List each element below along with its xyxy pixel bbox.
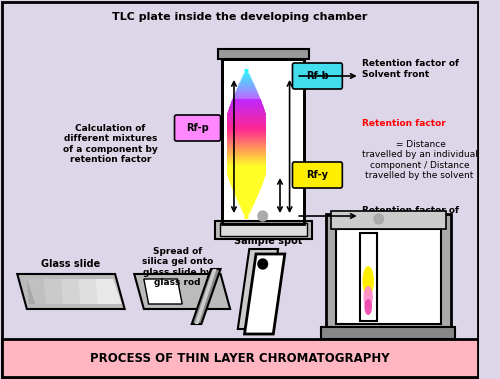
Polygon shape	[27, 279, 46, 304]
Polygon shape	[18, 274, 124, 309]
Bar	[321, 327, 456, 339]
FancyBboxPatch shape	[292, 63, 343, 89]
Bar	[331, 211, 446, 229]
Text: Calculation of
different mixtures
of a component by
retention factor: Calculation of different mixtures of a c…	[63, 124, 158, 164]
Polygon shape	[194, 269, 216, 324]
Text: Glass slide: Glass slide	[42, 259, 100, 269]
Bar	[2, 339, 478, 377]
Bar	[220, 223, 307, 236]
Polygon shape	[78, 279, 98, 304]
Bar	[336, 229, 441, 324]
Ellipse shape	[362, 266, 374, 296]
Polygon shape	[144, 279, 182, 304]
Text: Rf-y: Rf-y	[306, 170, 328, 180]
Ellipse shape	[364, 299, 372, 315]
Polygon shape	[244, 254, 285, 334]
Polygon shape	[62, 279, 80, 304]
Text: Rf-p: Rf-p	[186, 123, 209, 133]
Text: TLC plate inside the developing chamber: TLC plate inside the developing chamber	[112, 12, 368, 22]
Circle shape	[374, 214, 384, 224]
FancyBboxPatch shape	[174, 115, 220, 141]
Text: Rf-b: Rf-b	[306, 71, 329, 81]
Bar	[360, 233, 377, 321]
Circle shape	[258, 211, 268, 221]
Polygon shape	[192, 269, 220, 324]
Polygon shape	[96, 279, 115, 304]
Polygon shape	[238, 249, 278, 329]
Bar	[218, 49, 309, 59]
Text: Spread of
silica gel onto
glass slide by
glass rod: Spread of silica gel onto glass slide by…	[142, 247, 213, 287]
Bar	[326, 214, 450, 334]
Bar	[215, 221, 312, 239]
Text: = Distance
travelled by an individual
component / Distance
travelled by the solv: = Distance travelled by an individual co…	[362, 140, 478, 180]
Text: Retention factor: Retention factor	[362, 119, 446, 128]
Text: Sample spot: Sample spot	[234, 236, 302, 246]
Polygon shape	[44, 279, 64, 304]
FancyBboxPatch shape	[292, 162, 343, 188]
Text: PROCESS OF THIN LAYER CHROMATOGRAPHY: PROCESS OF THIN LAYER CHROMATOGRAPHY	[90, 351, 390, 365]
Ellipse shape	[364, 286, 373, 308]
Text: Retention factor of
Initial point: Retention factor of Initial point	[362, 206, 458, 226]
Circle shape	[258, 259, 268, 269]
Polygon shape	[134, 274, 230, 309]
Polygon shape	[27, 279, 122, 304]
Text: Retention factor of
Solvent front: Retention factor of Solvent front	[362, 59, 458, 79]
Bar	[222, 59, 304, 224]
Bar	[222, 59, 304, 224]
